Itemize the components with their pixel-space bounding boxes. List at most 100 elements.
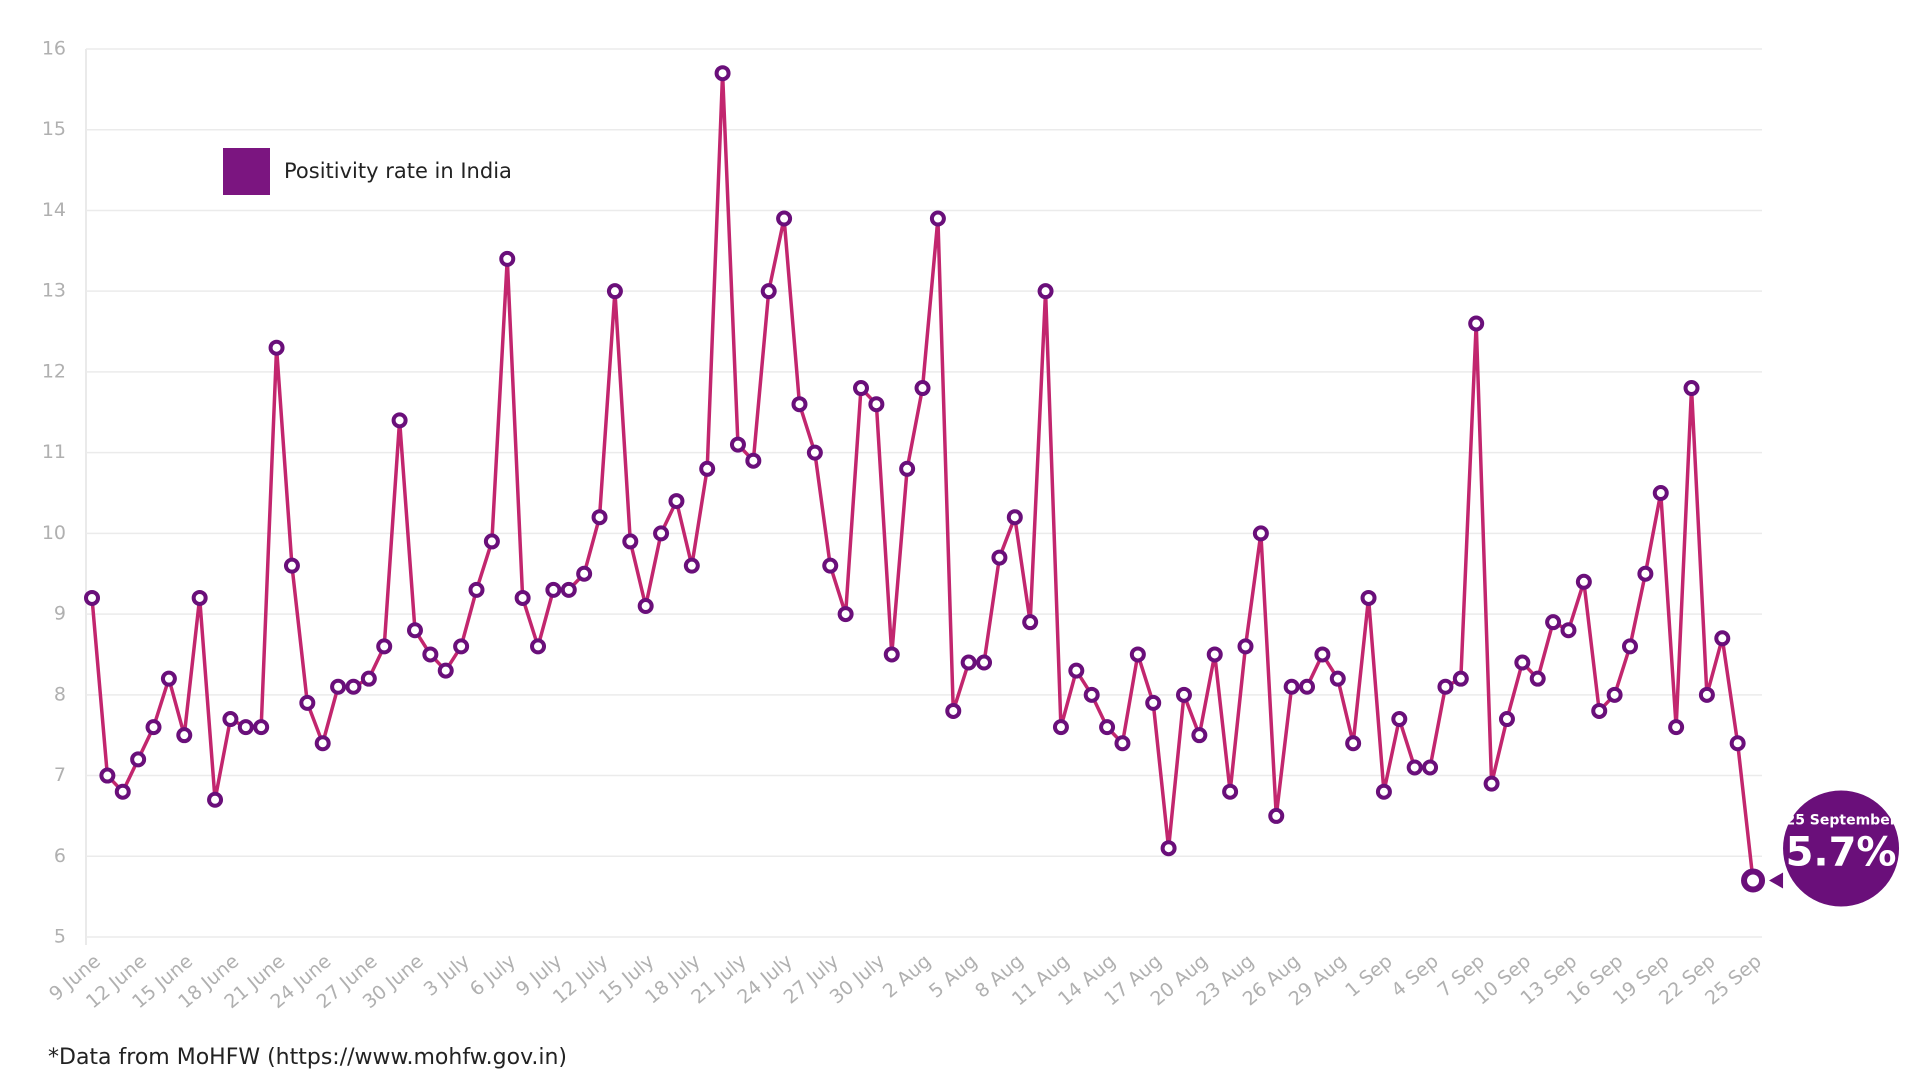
data-point [591,509,608,526]
data-point [314,735,331,752]
y-tick-label: 12 [42,360,66,382]
data-point [1560,622,1577,639]
data-point [1683,380,1700,397]
x-tick-label: 3 July [420,950,474,1000]
data-point [914,380,931,397]
data-point [253,719,270,736]
data-point [1483,775,1500,792]
y-tick-label: 7 [54,764,66,786]
data-point [622,533,639,550]
data-point [699,460,716,477]
data-point [1375,783,1392,800]
data-point [1191,727,1208,744]
data-point [1037,283,1054,300]
data-point [1637,565,1654,582]
data-point [1099,719,1116,736]
data-point [1145,694,1162,711]
data-point [1652,485,1669,501]
y-tick-label: 11 [42,441,66,463]
data-point [1468,315,1485,332]
data-point [822,557,839,574]
data-point [668,493,685,510]
y-tick-label: 16 [42,38,66,60]
data-point [1299,678,1316,695]
data-point [883,646,900,663]
data-point [99,767,116,784]
data-point [1129,646,1146,663]
data-point [560,581,577,598]
data-point [991,549,1008,566]
data-line [90,71,1755,881]
data-point [545,581,562,598]
annotation-label: 25 September [1785,812,1896,828]
data-point [1452,670,1469,687]
data-point [899,460,916,477]
x-tick-label: 4 Sep [1387,950,1442,1002]
data-point [1052,719,1069,736]
data-point [791,396,808,413]
x-tick-label: 2 Aug [879,950,935,1002]
data-point [1022,614,1039,631]
data-point [868,396,885,413]
data-point [345,678,362,695]
data-point [945,702,962,719]
y-tick-label: 14 [42,199,66,221]
data-point [929,210,946,227]
data-point [114,783,131,800]
data-point [453,638,470,655]
data-point [729,436,746,453]
data-point [160,670,177,687]
data-point [576,565,593,582]
data-point [1083,686,1100,703]
y-tick-label: 13 [42,280,66,302]
data-point [330,678,347,695]
data-point [207,791,224,808]
data-point [1698,686,1715,703]
data-point [84,589,100,606]
data-point [1314,646,1331,663]
data-point [376,638,393,655]
data-point [299,694,316,711]
data-point [1237,638,1254,655]
data-point [1252,525,1269,542]
x-tick-label: 1 Sep [1341,950,1396,1002]
x-tick-label: 6 July [466,950,520,1000]
highlight-point [1741,868,1766,893]
y-tick-label: 8 [54,683,66,705]
data-point [776,210,793,227]
data-point [406,622,423,639]
data-point [853,380,869,397]
data-point [637,598,654,615]
y-tick-label: 15 [42,118,66,140]
data-point [1545,614,1562,631]
value-label: 5.7% [1786,829,1897,875]
data-point [1329,670,1346,687]
data-point [468,581,485,598]
legend-label: Positivity rate in India [284,159,512,183]
data-point [606,283,623,300]
data-point [1622,638,1638,655]
data-point [191,589,208,606]
data-point [1437,678,1454,695]
y-tick-label: 5 [54,926,66,948]
data-point [1283,678,1300,695]
data-point [976,654,993,671]
footnote: *Data from MoHFW (https://www.mohfw.gov.… [48,1045,567,1070]
y-tick-label: 10 [42,522,66,544]
data-point [1406,759,1423,776]
data-point [499,250,516,267]
annotation-pointer [1769,872,1784,889]
data-point [176,727,193,744]
data-point [960,654,977,671]
data-point [1391,711,1408,728]
data-point [653,525,670,542]
data-point [1529,670,1546,687]
data-point [806,444,823,461]
data-point [1514,654,1531,671]
data-point [283,557,300,574]
data-point [1729,735,1746,752]
data-point [360,670,377,687]
data-point [1360,589,1377,606]
